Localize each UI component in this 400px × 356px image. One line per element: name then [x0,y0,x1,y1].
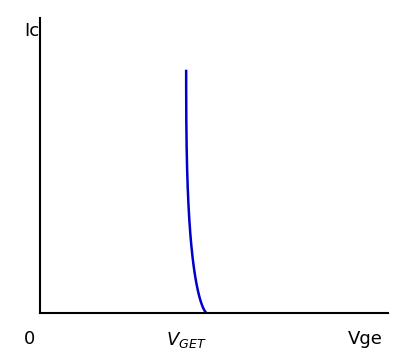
Text: Vge: Vge [348,330,383,347]
Text: 0: 0 [24,330,36,347]
Text: Ic: Ic [24,22,40,40]
Text: $V_{GET}$: $V_{GET}$ [166,330,206,350]
